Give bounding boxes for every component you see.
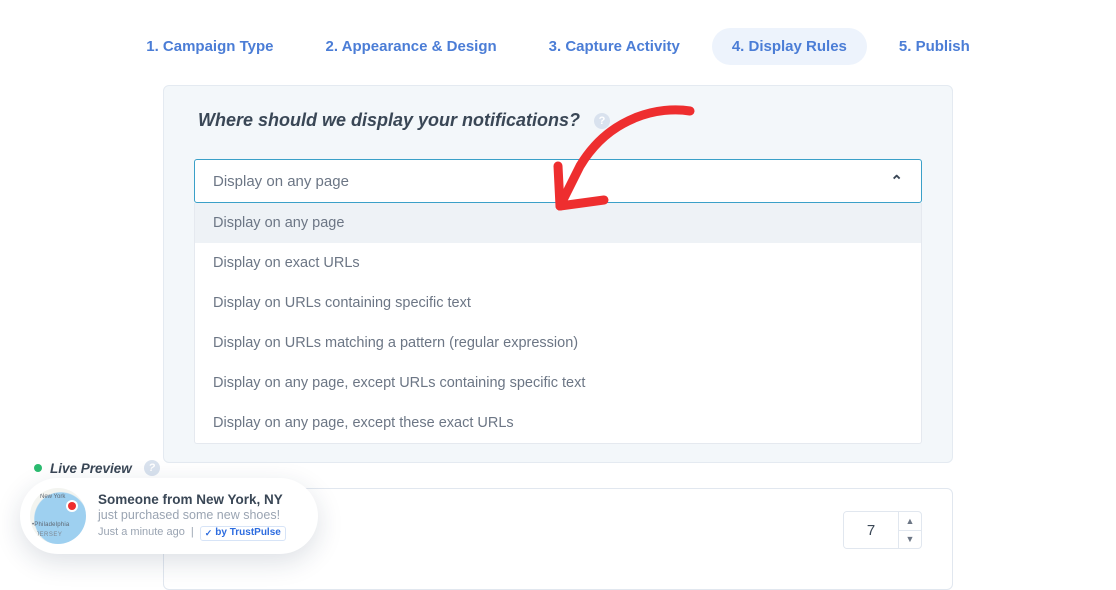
delay-stepper[interactable]: ▲ ▼ <box>843 511 922 549</box>
panel-title: Where should we display your notificatio… <box>198 110 580 131</box>
preview-toast[interactable]: New York Someone from New York, NY just … <box>20 478 318 554</box>
display-page-select[interactable]: Display on any page ⌃ <box>194 159 922 203</box>
delay-input[interactable] <box>844 512 898 548</box>
live-preview-label: Live Preview ? <box>34 460 160 476</box>
help-icon[interactable]: ? <box>594 113 610 129</box>
display-rules-panel: Where should we display your notificatio… <box>163 85 953 463</box>
option-any-page[interactable]: Display on any page <box>195 203 921 243</box>
toast-subtitle: just purchased some new shoes! <box>98 508 286 524</box>
step-capture[interactable]: 3. Capture Activity <box>529 28 700 65</box>
wizard-steps: 1. Campaign Type 2. Appearance & Design … <box>0 0 1116 85</box>
live-dot-icon <box>34 464 42 472</box>
help-icon[interactable]: ? <box>144 460 160 476</box>
trustpulse-badge[interactable]: by TrustPulse <box>200 526 286 541</box>
option-except-exact[interactable]: Display on any page, except these exact … <box>195 403 921 443</box>
chevron-up-icon: ⌃ <box>890 172 903 190</box>
stepper-up-icon[interactable]: ▲ <box>899 512 921 530</box>
display-page-select-value: Display on any page <box>213 173 349 190</box>
step-appearance[interactable]: 2. Appearance & Design <box>306 28 517 65</box>
step-campaign-type[interactable]: 1. Campaign Type <box>126 28 293 65</box>
display-page-dropdown: Display on any page Display on exact URL… <box>194 203 922 444</box>
stepper-down-icon[interactable]: ▼ <box>899 530 921 549</box>
step-publish[interactable]: 5. Publish <box>879 28 990 65</box>
step-display-rules[interactable]: 4. Display Rules <box>712 28 867 65</box>
option-exact-urls[interactable]: Display on exact URLs <box>195 243 921 283</box>
option-urls-containing[interactable]: Display on URLs containing specific text <box>195 283 921 323</box>
toast-time: Just a minute ago <box>98 526 185 540</box>
option-urls-regex[interactable]: Display on URLs matching a pattern (regu… <box>195 323 921 363</box>
option-except-containing[interactable]: Display on any page, except URLs contain… <box>195 363 921 403</box>
toast-title: Someone from New York, NY <box>98 492 286 509</box>
map-thumbnail: New York <box>30 488 86 544</box>
